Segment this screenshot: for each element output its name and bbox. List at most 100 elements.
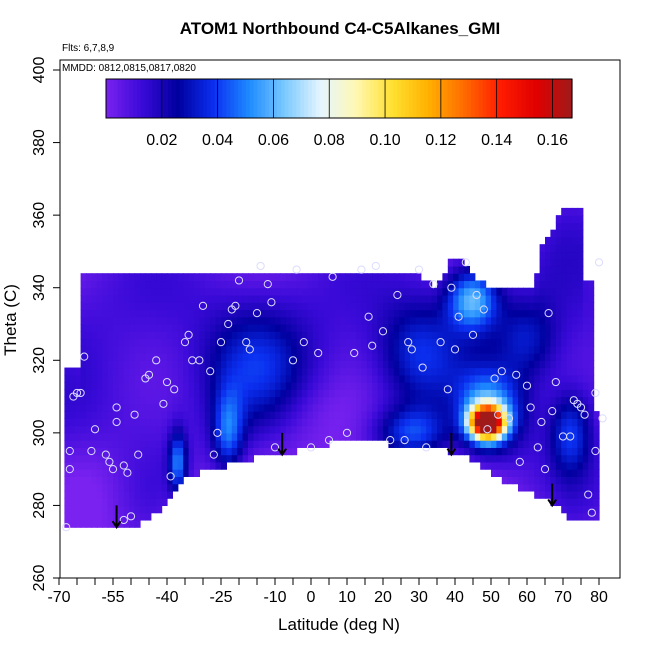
field-cell bbox=[442, 432, 449, 441]
colorbar-swatch bbox=[156, 79, 161, 118]
field-cell bbox=[577, 461, 584, 470]
field-cell bbox=[545, 476, 551, 485]
field-cell bbox=[210, 374, 217, 383]
field-cell bbox=[291, 280, 298, 289]
field-cell bbox=[140, 294, 146, 303]
field-cell bbox=[204, 403, 211, 412]
field-cell bbox=[485, 324, 492, 332]
observation-point bbox=[126, 512, 136, 521]
field-cell bbox=[496, 338, 503, 347]
field-cell bbox=[210, 338, 217, 347]
field-cell bbox=[582, 367, 589, 376]
field-cell bbox=[464, 331, 470, 340]
field-cell bbox=[150, 345, 157, 354]
field-cell bbox=[194, 360, 200, 369]
field-cell bbox=[518, 360, 524, 369]
field-cell bbox=[96, 498, 103, 507]
field-cell bbox=[307, 396, 314, 405]
field-cell bbox=[377, 425, 384, 434]
field-cell bbox=[113, 280, 119, 289]
observation-point bbox=[587, 508, 596, 517]
field-cell bbox=[420, 389, 427, 398]
field-cell bbox=[123, 519, 130, 528]
observation-point bbox=[551, 377, 560, 387]
field-cell bbox=[566, 331, 573, 340]
field-cell bbox=[302, 360, 308, 369]
field-cell bbox=[129, 418, 136, 427]
field-cell bbox=[296, 367, 303, 376]
field-cell bbox=[582, 309, 589, 318]
field-cell bbox=[75, 418, 82, 427]
field-cell bbox=[329, 316, 335, 325]
observation-point bbox=[461, 258, 470, 267]
field-cell bbox=[264, 294, 271, 303]
field-cell bbox=[426, 403, 433, 412]
field-cell bbox=[248, 440, 254, 448]
field-cell bbox=[318, 309, 325, 318]
field-cell bbox=[172, 280, 179, 289]
field-cell bbox=[96, 294, 103, 303]
field-cell bbox=[194, 461, 200, 470]
field-cell bbox=[447, 316, 454, 325]
field-cell bbox=[393, 338, 400, 347]
field-cell bbox=[593, 440, 600, 448]
field-cell bbox=[523, 324, 530, 332]
field-cell bbox=[437, 280, 443, 289]
field-cell bbox=[528, 287, 535, 296]
field-cell bbox=[377, 374, 384, 383]
field-cell bbox=[582, 302, 589, 311]
field-cell bbox=[431, 345, 438, 354]
field-cell bbox=[415, 411, 422, 419]
field-cell bbox=[480, 360, 487, 369]
field-cell bbox=[458, 418, 465, 427]
field-cell bbox=[140, 374, 146, 383]
field-cell bbox=[377, 345, 384, 354]
field-cell bbox=[69, 411, 76, 419]
field-cell bbox=[426, 353, 433, 361]
field-cell bbox=[372, 331, 379, 340]
field-cell bbox=[334, 403, 341, 412]
field-cell bbox=[491, 302, 497, 311]
field-cell bbox=[464, 425, 470, 434]
field-cell bbox=[75, 469, 82, 477]
field-cell bbox=[366, 331, 373, 340]
field-cell bbox=[318, 338, 325, 347]
field-cell bbox=[134, 440, 141, 448]
field-cell bbox=[237, 447, 244, 456]
field-cell bbox=[107, 360, 114, 369]
field-cell bbox=[64, 498, 71, 507]
field-cell bbox=[177, 374, 184, 383]
colorbar-swatch bbox=[261, 79, 266, 118]
field-cell bbox=[167, 382, 173, 390]
field-cell bbox=[64, 382, 71, 390]
field-cell bbox=[566, 389, 573, 398]
field-cell bbox=[102, 353, 109, 361]
field-cell bbox=[491, 338, 497, 347]
field-cell bbox=[566, 324, 573, 332]
field-cell bbox=[442, 396, 449, 405]
field-cell bbox=[118, 490, 125, 499]
field-cell bbox=[528, 302, 535, 311]
field-cell bbox=[302, 287, 308, 296]
field-cell bbox=[528, 324, 535, 332]
field-cell bbox=[480, 454, 487, 463]
field-cell bbox=[129, 411, 136, 419]
field-cell bbox=[572, 396, 578, 405]
colorbar-swatch bbox=[160, 79, 165, 118]
field-cell bbox=[458, 367, 465, 376]
field-cell bbox=[539, 396, 546, 405]
field-cell bbox=[69, 382, 76, 390]
field-cell bbox=[518, 316, 524, 325]
field-cell bbox=[550, 316, 557, 325]
field-cell bbox=[323, 294, 330, 303]
field-cell bbox=[501, 418, 508, 427]
field-cell bbox=[485, 440, 492, 448]
field-cell bbox=[507, 287, 514, 296]
observation-point bbox=[314, 348, 323, 358]
field-cell bbox=[550, 345, 557, 354]
field-cell bbox=[296, 425, 303, 434]
field-cell bbox=[177, 338, 184, 347]
field-cell bbox=[588, 447, 595, 456]
colorbar-swatch bbox=[346, 79, 352, 118]
